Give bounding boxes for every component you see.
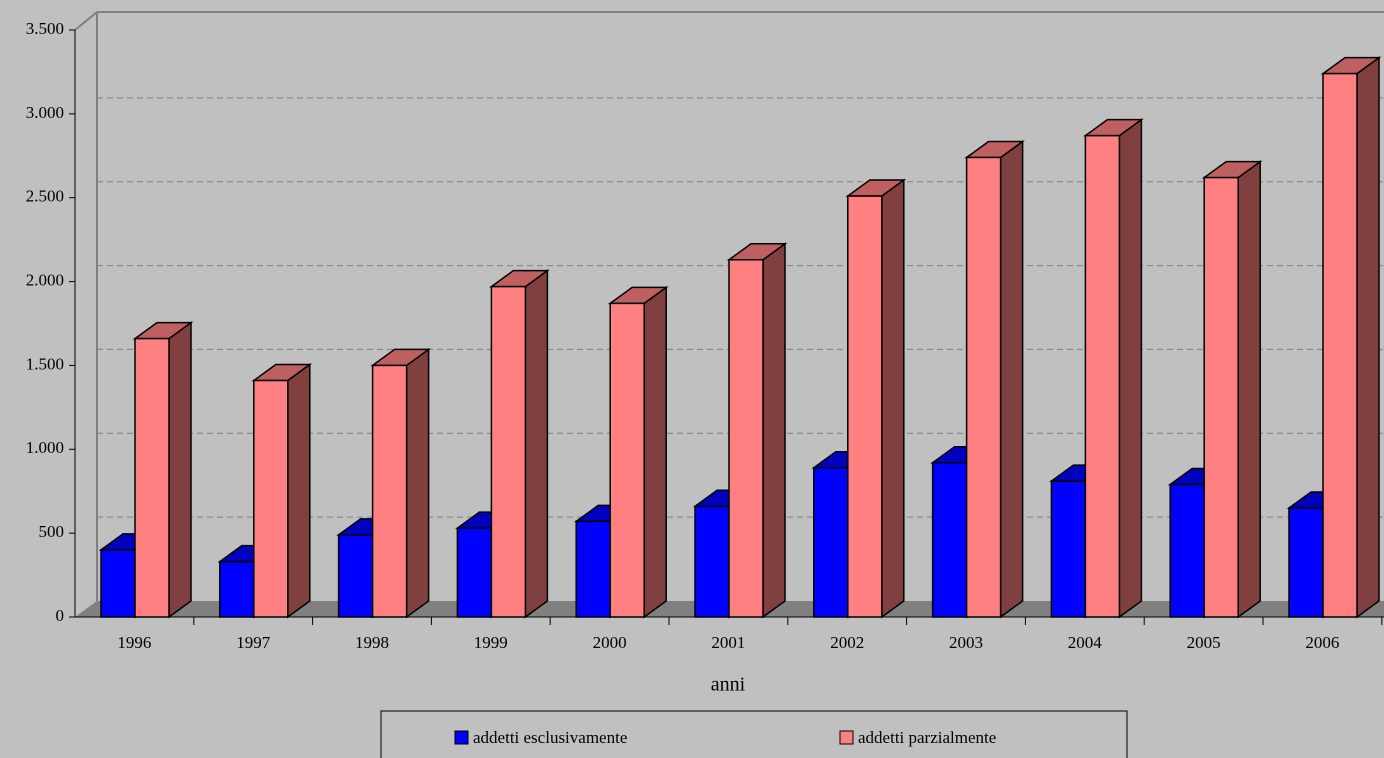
x-tick-label: 1997: [236, 633, 271, 652]
legend-swatch: [839, 730, 854, 745]
y-tick-label: 1.000: [26, 438, 64, 457]
x-tick-label: 2000: [593, 633, 627, 652]
bar: [1288, 507, 1324, 618]
y-tick-label: 2.000: [26, 270, 64, 289]
x-tick-label: 2005: [1187, 633, 1221, 652]
legend-label: addetti parzialmente: [858, 728, 996, 747]
y-tick-label: 3.500: [26, 19, 64, 38]
y-tick-label: 1.500: [26, 354, 64, 373]
bar: [694, 505, 730, 618]
bar: [134, 337, 170, 618]
bar: [609, 302, 645, 618]
bar-side: [287, 363, 311, 619]
bar: [253, 379, 289, 618]
x-tick-label: 1998: [355, 633, 389, 652]
legend-swatch: [454, 730, 469, 745]
x-axis-title: anni: [711, 674, 746, 696]
bar: [371, 364, 408, 618]
bar: [813, 466, 849, 618]
bar: [337, 534, 374, 618]
bar-side: [881, 178, 905, 619]
bar-side: [762, 242, 786, 619]
x-tick-label: 2004: [1068, 633, 1103, 652]
bar: [847, 195, 883, 618]
bar: [1169, 483, 1205, 618]
x-tick-label: 2001: [711, 633, 745, 652]
bar-side: [168, 321, 192, 619]
y-tick-label: 500: [39, 522, 65, 541]
x-tick-label: 1996: [117, 633, 151, 652]
bar: [100, 549, 136, 618]
bar: [728, 259, 764, 618]
x-tick-label: 2002: [830, 633, 864, 652]
y-tick-label: 2.500: [26, 187, 64, 206]
bar: [490, 285, 527, 618]
x-tick-label: 2006: [1305, 633, 1339, 652]
x-tick-label: 2003: [949, 633, 983, 652]
bar: [575, 520, 611, 618]
bar-side: [1118, 118, 1143, 619]
bar: [1050, 480, 1087, 618]
legend-label: addetti esclusivamente: [473, 728, 627, 747]
bar: [1322, 72, 1358, 618]
bar: [965, 156, 1002, 618]
bar-side: [405, 347, 430, 619]
bar: [219, 560, 255, 618]
bar-side: [643, 285, 667, 619]
wall-corner: [74, 11, 98, 31]
bar: [1084, 134, 1121, 618]
legend: [380, 710, 1128, 758]
y-tick-label: 0: [56, 606, 65, 625]
bar-side: [999, 139, 1024, 619]
bar: [931, 461, 968, 618]
bar: [1203, 176, 1239, 618]
bar-side: [1237, 160, 1261, 619]
y-tick-label: 3.000: [26, 103, 64, 122]
bar-side: [524, 269, 549, 619]
x-tick-label: 1999: [474, 633, 508, 652]
bar-side: [1356, 56, 1380, 619]
bar: [456, 527, 493, 618]
